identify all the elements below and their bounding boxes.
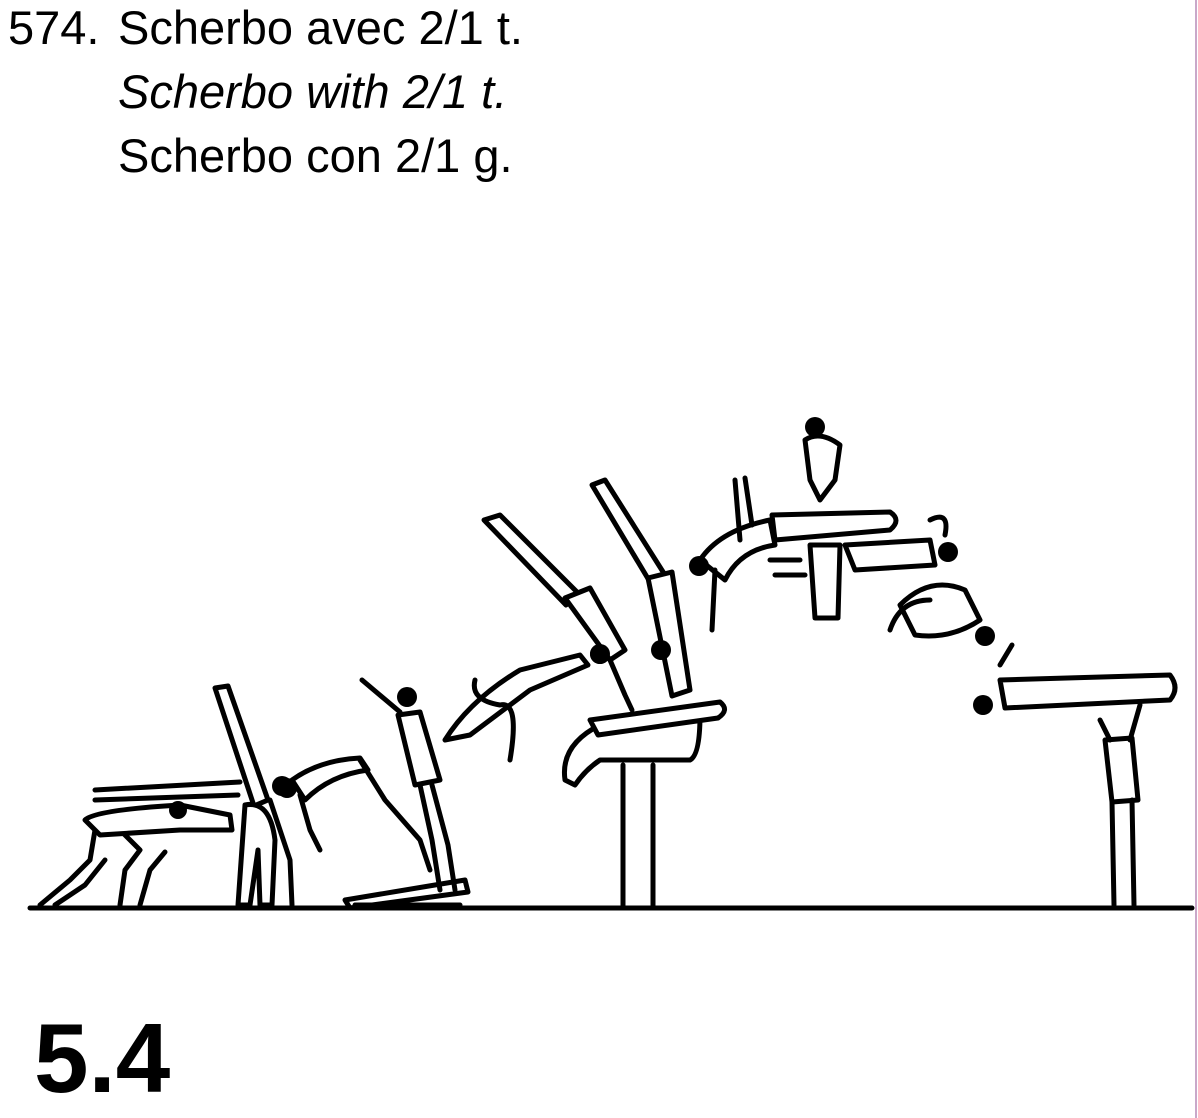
gymnast-landing-13 [1097, 702, 1143, 908]
element-name-english: Scherbo with 2/1 t. [118, 65, 508, 118]
gymnast-board-contact-4 [359, 677, 458, 893]
gymnast-table-support-6 [481, 512, 635, 713]
difficulty-value: 5.4 [34, 1003, 171, 1113]
right-edge-rule [1195, 0, 1197, 1118]
springboard [342, 877, 471, 911]
gymnast-round-off-1 [37, 779, 243, 908]
gymnast-salto-entry-8 [689, 475, 778, 633]
vaulting-table [561, 699, 727, 909]
gymnast-twisting-10 [842, 514, 958, 573]
element-name-spanish: Scherbo con 2/1 g. [118, 129, 513, 182]
gymnast-inverted-9 [767, 417, 899, 621]
gymnast-pre-landing-12 [973, 642, 1178, 715]
gymnast-rotation-11 [887, 582, 995, 646]
gymnast-arch-3 [277, 755, 433, 873]
gymnast-table-handstand-7 [589, 477, 693, 699]
element-number: 574. [8, 1, 100, 54]
element-name-french: Scherbo avec 2/1 t. [118, 1, 523, 54]
